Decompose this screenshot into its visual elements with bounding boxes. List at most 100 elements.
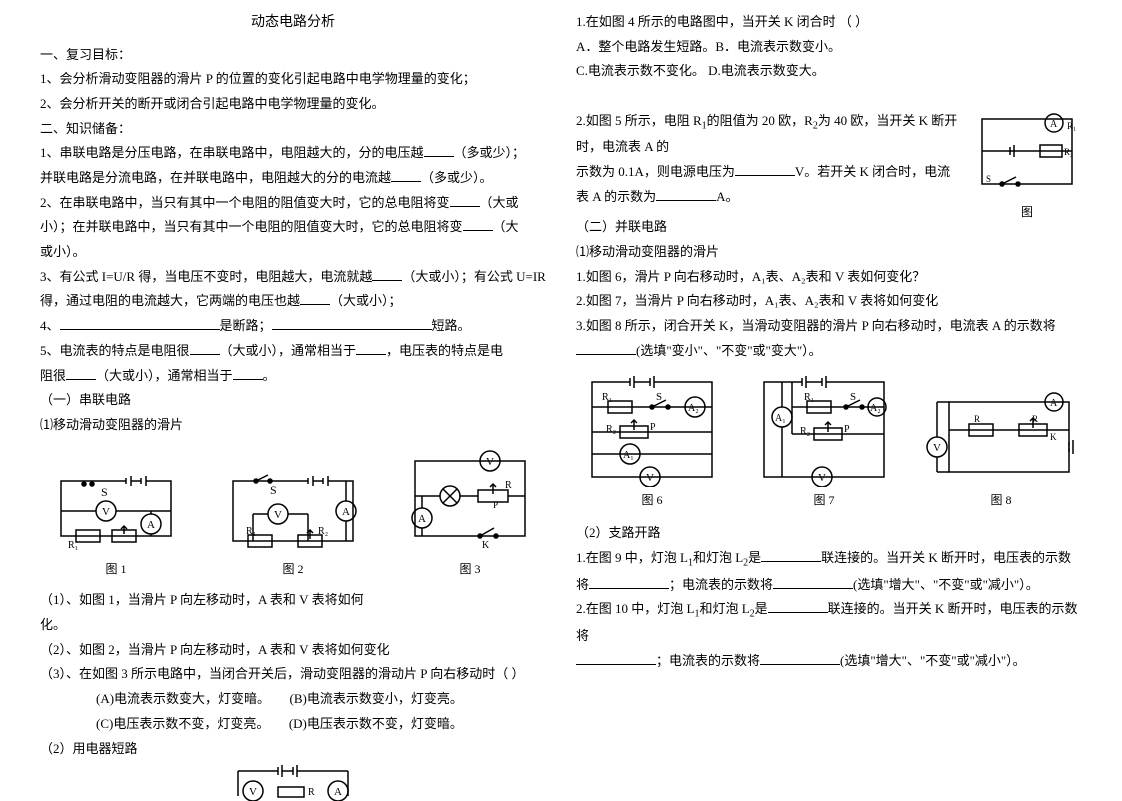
obj1: 1、会分析滑动变阻器的滑片 P 的位置的变化引起电路中电学物理量的变化； xyxy=(40,67,546,92)
svg-text:V: V xyxy=(486,456,494,468)
circuit-2-svg: S V A R₁ R₂ xyxy=(218,466,368,556)
svg-text:A: A xyxy=(342,506,350,518)
k3b-hint: （大或小）； xyxy=(330,293,402,308)
svg-text:V: V xyxy=(274,509,282,521)
bq1f: ；电流表的示数将 xyxy=(669,577,773,592)
bq2c: 是 xyxy=(755,601,768,616)
objectives-header: 一、复习目标： xyxy=(40,43,546,68)
bq1c: 是 xyxy=(748,550,761,565)
svg-text:A: A xyxy=(1050,119,1058,130)
k2c-line: 或小）。 xyxy=(40,240,546,265)
p2-2a: 示数为 0.1A，则电源电压为 xyxy=(576,164,735,179)
svg-text:S: S xyxy=(850,391,856,403)
k1b-hint: （多或少）。 xyxy=(421,170,493,185)
knowledge-header: 二、知识储备： xyxy=(40,117,546,142)
pq3b-text: (选填"变小"、"不变"或"变大"）。 xyxy=(636,343,822,358)
svg-text:R₂: R₂ xyxy=(606,424,616,435)
short-header: （2）用电器短路 xyxy=(40,737,546,762)
svg-text:V: V xyxy=(646,472,654,484)
figure-row-2: R₁ S A₂ R₂ P A₁ V 图 6 xyxy=(576,372,1082,512)
circuit-6-svg: R₁ S A₂ R₂ P A₁ V xyxy=(580,372,725,487)
k5a-hint: （大或小），通常相当于 xyxy=(220,343,357,358)
circuit-bottom-svg: V R A xyxy=(218,761,368,801)
bq2-1: 2.在图 10 中，灯泡 L1和灯泡 L2是联连接的。当开关 K 断开时，电压表… xyxy=(576,597,1082,624)
k1b-line: 并联电路是分流电路，在并联电路中，电阻越大的分的电流越 （多或少）。 xyxy=(40,166,546,191)
figure-5: A R₁ R₂ S 图 xyxy=(972,109,1082,224)
k3a-line: 3、有公式 I=U/R 得，当电压不变时，电阻越大，电流就越（大或小）；有公式 … xyxy=(40,265,546,290)
svg-text:V: V xyxy=(249,786,257,798)
bq2f: ；电流表的示数将 xyxy=(656,653,760,668)
svg-text:A₂: A₂ xyxy=(688,403,699,414)
k4-line: 4、是断路；短路。 xyxy=(40,314,546,339)
q3b: (B)电流表示数变小，灯变亮。 xyxy=(290,691,463,706)
figure-7: A₁ R₁ S A₂ R₂ P V 图 7 xyxy=(752,372,897,512)
k5a: 5、电流表的特点是电阻很 xyxy=(40,343,190,358)
figure-row-1: S V A R₁ 图 1 S xyxy=(40,446,546,581)
k1: 1、串联电路是分压电路，在串联电路中，电阻越大的，分的电压越 （多或少）； xyxy=(40,141,546,166)
p2-1b: 的阻值为 20 欧，R xyxy=(707,113,813,128)
k2a-hint: （大或 xyxy=(480,195,519,210)
bq2a: 2.在图 10 中，灯泡 L xyxy=(576,601,694,616)
k3b: 得，通过电阻的电流越大，它两端的电压也越 xyxy=(40,293,300,308)
svg-text:A₁: A₁ xyxy=(623,450,634,461)
svg-text:A₁: A₁ xyxy=(775,413,786,424)
svg-text:R₁: R₁ xyxy=(68,540,78,551)
svg-text:P: P xyxy=(493,500,498,510)
p1-1: 1.在如图 4 所示的电路图中，当开关 K 闭合时 （ ） xyxy=(576,10,1082,35)
bq1-1: 1.在图 9 中，灯泡 L1和灯泡 L2是联连接的。当开关 K 断开时，电压表的… xyxy=(576,546,1082,573)
bq2-2: 将 xyxy=(576,624,1082,649)
k2a: 2、在串联电路中，当只有其中一个电阻的阻值变大时，它的总电阻将变 xyxy=(40,195,450,210)
p2-1a: 2.如图 5 所示，电阻 R xyxy=(576,113,702,128)
svg-text:P: P xyxy=(844,424,850,435)
p1-a: A．整个电路发生短路。B．电流表示数变小。 xyxy=(576,35,1082,60)
k5d: 。 xyxy=(263,368,276,383)
k4c: 短路。 xyxy=(432,318,471,333)
pq3a: 3.如图 8 所示，闭合开关 K，当滑动变阻器的滑片 P 向右移动时，电流表 A… xyxy=(576,314,1082,339)
parallel-sub1: ⑴移动滑动变阻器的滑片 xyxy=(576,240,1082,265)
k2a-line: 2、在串联电路中，当只有其中一个电阻的阻值变大时，它的总电阻将变 （大或 xyxy=(40,191,546,216)
k5c-line: 阻很（大或小），通常相当于。 xyxy=(40,364,546,389)
p2-3a: 表 A 的示数为 xyxy=(576,189,656,204)
q1: （1）、如图 1，当滑片 P 向左移动时，A 表和 V 表将如何 xyxy=(40,588,546,613)
branch-header: （2）支路开路 xyxy=(576,521,1082,546)
circuit-7-svg: A₁ R₁ S A₂ R₂ P V xyxy=(752,372,897,487)
obj2: 2、会分析开关的断开或闭合引起电路中电学物理量的变化。 xyxy=(40,92,546,117)
figure-6: R₁ S A₂ R₂ P A₁ V 图 6 xyxy=(580,372,725,512)
k3b-line: 得，通过电阻的电流越大，它两端的电压也越 （大或小）； xyxy=(40,289,546,314)
bq2-3: ；电流表的示数将(选填"增大"、"不变"或"减小"）。 xyxy=(576,649,1082,674)
k1a: 1、串联电路是分压电路，在串联电路中，电阻越大的，分的电压越 xyxy=(40,145,424,160)
svg-text:A: A xyxy=(418,513,426,525)
svg-text:S: S xyxy=(101,485,108,499)
q3: （3）、在如图 3 所示电路中，当闭合开关后，滑动变阻器的滑动片 P 向右移动时… xyxy=(40,662,546,687)
svg-text:R₂: R₂ xyxy=(800,426,810,437)
k1a-hint: （多或少）； xyxy=(454,145,526,160)
k5b: ，电压表的特点是电 xyxy=(386,343,503,358)
p1-c: C.电流表示数不变化。 D.电流表示数变大。 xyxy=(576,59,1082,84)
fig3-label: 图 3 xyxy=(459,558,480,581)
k1b: 并联电路是分流电路，在并联电路中，电阻越大的分的电流越 xyxy=(40,170,391,185)
bq1g: (选填"增大"、"不变"或"减小"）。 xyxy=(853,577,1039,592)
k5c-hint: （大或小），通常相当于 xyxy=(96,368,233,383)
svg-text:V: V xyxy=(818,472,826,484)
p2-2b: V。若开关 K 闭合时，电流 xyxy=(795,164,950,179)
svg-text:S: S xyxy=(270,483,277,497)
svg-text:A: A xyxy=(1050,398,1058,409)
figure-bottom: V R A xyxy=(40,761,546,801)
svg-text:S: S xyxy=(656,391,662,403)
bq2b: 和灯泡 L xyxy=(699,601,749,616)
k2b: 小）；在并联电路中，当只有其中一个电阻的阻值变大时，它的总电阻将变 xyxy=(40,219,463,234)
q3a: (A)电流表示数变大，灯变暗。 xyxy=(96,691,270,706)
bq1a: 1.在图 9 中，灯泡 L xyxy=(576,550,688,565)
circuit-8-svg: R R K V A xyxy=(924,392,1079,487)
svg-text:V: V xyxy=(102,506,110,518)
svg-text:K: K xyxy=(482,540,490,551)
fig7-label: 图 7 xyxy=(813,489,834,512)
svg-text:R: R xyxy=(974,414,980,424)
figure-1: S V A R₁ 图 1 xyxy=(46,466,186,581)
q3cd: (C)电压表示数不变，灯变亮。 (D)电压表示数不变，灯变暗。 xyxy=(40,712,546,737)
svg-text:R₁: R₁ xyxy=(1067,121,1076,131)
right-column: 1.在如图 4 所示的电路图中，当开关 K 闭合时 （ ） A．整个电路发生短路… xyxy=(561,10,1097,783)
k2b-hint: （大 xyxy=(493,219,519,234)
series-header: （一）串联电路 xyxy=(40,388,546,413)
svg-text:R: R xyxy=(505,480,512,491)
